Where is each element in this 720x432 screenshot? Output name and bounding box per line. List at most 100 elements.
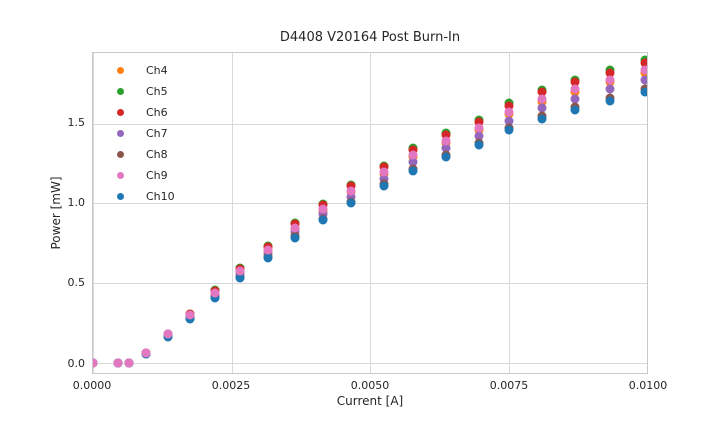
legend-label: Ch4 bbox=[146, 64, 168, 77]
data-point bbox=[318, 204, 328, 214]
data-point bbox=[640, 87, 647, 97]
data-point bbox=[263, 245, 272, 255]
legend-label: Ch6 bbox=[146, 106, 168, 119]
data-point bbox=[318, 215, 328, 225]
gridline-horizontal bbox=[93, 203, 647, 205]
data-point bbox=[379, 174, 389, 184]
data-point bbox=[537, 103, 547, 113]
data-point bbox=[408, 150, 418, 160]
gridline-vertical bbox=[370, 53, 371, 373]
y-tick-label: 0.5 bbox=[67, 276, 86, 290]
gridline-vertical bbox=[231, 53, 233, 373]
data-point bbox=[474, 131, 484, 141]
legend-row: Ch9 bbox=[113, 165, 175, 186]
gridline-vertical bbox=[93, 53, 94, 373]
data-point bbox=[441, 143, 451, 153]
x-axis-label: Current [A] bbox=[336, 394, 404, 408]
data-point bbox=[235, 266, 245, 276]
data-point bbox=[537, 114, 547, 124]
data-point bbox=[441, 136, 451, 146]
y-tick-label: 1.0 bbox=[67, 196, 86, 210]
x-tick-label: 0.0000 bbox=[72, 379, 112, 392]
data-point bbox=[605, 96, 615, 106]
data-point bbox=[113, 358, 123, 368]
legend-label: Ch10 bbox=[146, 190, 175, 203]
data-point bbox=[346, 192, 356, 202]
legend-row: Ch8 bbox=[113, 144, 175, 165]
chart-title: D4408 V20164 Post Burn-In bbox=[279, 30, 461, 45]
data-point bbox=[379, 167, 389, 177]
data-point bbox=[141, 348, 151, 358]
data-point bbox=[474, 123, 484, 133]
data-point bbox=[570, 84, 580, 94]
legend-label: Ch5 bbox=[146, 85, 168, 98]
legend-row: Ch6 bbox=[113, 102, 175, 123]
data-point bbox=[570, 105, 580, 115]
gridline-vertical bbox=[508, 53, 510, 373]
x-tick-labels: 0.0000 0.0025 0.0050 0.0075 0.0100 bbox=[73, 379, 668, 393]
data-point bbox=[441, 152, 451, 162]
x-tick-label: 0.0025 bbox=[211, 379, 251, 392]
data-point bbox=[570, 77, 580, 87]
data-point bbox=[163, 329, 173, 339]
data-point bbox=[408, 157, 418, 167]
x-tick-label: 0.0075 bbox=[489, 379, 529, 392]
series-ch9 bbox=[93, 53, 647, 373]
legend-row: Ch10 bbox=[113, 186, 175, 207]
legend-marker-icon bbox=[117, 88, 124, 95]
legend-marker-icon bbox=[117, 172, 124, 179]
data-point bbox=[504, 125, 513, 135]
data-point bbox=[185, 310, 195, 320]
data-point bbox=[124, 358, 134, 368]
data-point bbox=[640, 75, 647, 85]
legend-marker-icon bbox=[117, 193, 124, 200]
data-point bbox=[570, 94, 580, 104]
data-point bbox=[504, 101, 513, 111]
legend-row: Ch5 bbox=[113, 81, 175, 102]
legend-label: Ch9 bbox=[146, 169, 168, 182]
data-point bbox=[379, 162, 389, 172]
data-point bbox=[537, 94, 547, 104]
data-point bbox=[474, 140, 484, 150]
gridline-vertical bbox=[647, 53, 648, 373]
legend-row: Ch7 bbox=[113, 123, 175, 144]
legend-label: Ch7 bbox=[146, 127, 168, 140]
legend-row: Ch4 bbox=[113, 60, 175, 81]
legend-marker-icon bbox=[117, 67, 124, 74]
data-point bbox=[290, 223, 300, 233]
data-point bbox=[210, 288, 220, 298]
legend-label: Ch8 bbox=[146, 148, 168, 161]
data-point bbox=[504, 107, 513, 117]
data-point bbox=[605, 75, 615, 85]
y-tick-label: 1.5 bbox=[67, 116, 86, 130]
plot-area: Ch4 Ch5 Ch6 Ch7 Ch8 Ch9 Ch10 bbox=[92, 52, 648, 374]
data-point bbox=[318, 209, 328, 219]
gridline-horizontal bbox=[93, 283, 647, 285]
legend: Ch4 Ch5 Ch6 Ch7 Ch8 Ch9 Ch10 bbox=[113, 60, 175, 207]
legend-marker-icon bbox=[117, 151, 124, 158]
data-point bbox=[290, 233, 300, 243]
data-point bbox=[235, 273, 245, 283]
data-point bbox=[504, 116, 513, 125]
data-point bbox=[263, 253, 272, 263]
gridline-horizontal bbox=[93, 123, 647, 125]
legend-marker-icon bbox=[117, 130, 124, 137]
data-point bbox=[640, 65, 647, 75]
data-point bbox=[408, 145, 418, 155]
data-point bbox=[605, 84, 615, 94]
data-point bbox=[346, 186, 356, 196]
data-point bbox=[379, 181, 389, 191]
data-point bbox=[408, 166, 418, 176]
x-tick-label: 0.0050 bbox=[350, 379, 390, 392]
y-tick-labels: 0.0 0.5 1.0 1.5 bbox=[0, 52, 86, 374]
y-tick-label: 0.0 bbox=[67, 356, 86, 370]
legend-marker-icon bbox=[117, 109, 124, 116]
data-point bbox=[605, 68, 615, 78]
data-point bbox=[210, 293, 220, 303]
data-point bbox=[474, 117, 484, 127]
data-points bbox=[93, 53, 647, 373]
data-point bbox=[537, 87, 547, 97]
data-point bbox=[640, 58, 647, 68]
x-tick-label: 0.0100 bbox=[628, 379, 668, 392]
